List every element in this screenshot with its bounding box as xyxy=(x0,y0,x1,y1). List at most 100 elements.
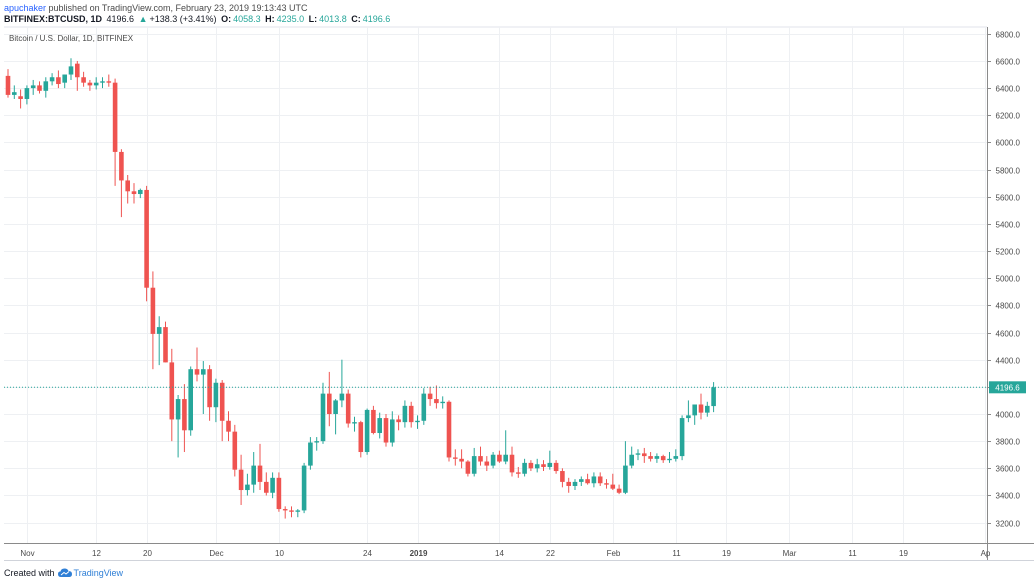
candle xyxy=(503,430,508,465)
candle xyxy=(163,321,168,363)
candle xyxy=(345,389,351,428)
candle-body xyxy=(635,453,641,455)
candle xyxy=(667,452,672,463)
candle xyxy=(270,472,275,499)
candle xyxy=(377,412,382,439)
x-tick-label: 14 xyxy=(495,549,504,558)
candle xyxy=(597,472,603,486)
candle xyxy=(276,472,282,512)
x-tick-label: 19 xyxy=(722,549,731,558)
x-tick-label: Ap xyxy=(981,549,991,558)
candle xyxy=(12,85,17,99)
candle xyxy=(245,473,250,496)
candle-body xyxy=(219,382,225,421)
candle-body xyxy=(333,400,338,414)
candle xyxy=(75,60,80,91)
candle xyxy=(327,371,332,427)
symbol-label[interactable]: BITFINEX:BTCUSD, 1D xyxy=(4,14,103,24)
candle xyxy=(579,476,584,486)
candle-body xyxy=(314,441,319,443)
y-tick-label: 3200.0 xyxy=(996,520,1021,529)
candle xyxy=(264,472,269,496)
candle xyxy=(251,452,256,493)
x-tick-label: Nov xyxy=(20,549,34,558)
candle xyxy=(150,271,156,370)
candle xyxy=(68,58,74,80)
footer: Created with TradingView xyxy=(4,568,123,578)
candle xyxy=(446,400,452,462)
candle xyxy=(434,385,439,409)
candle xyxy=(623,441,628,495)
candle-body xyxy=(182,399,187,431)
chart-title: Bitcoin / U.S. Dollar, 1D, BITFINEX xyxy=(9,34,134,43)
candle-body xyxy=(358,422,364,453)
candle-body xyxy=(623,465,628,493)
candle xyxy=(364,408,370,455)
candle-body xyxy=(415,420,420,423)
candle xyxy=(138,188,143,199)
candle-body xyxy=(446,401,452,458)
candle xyxy=(282,506,288,519)
candle xyxy=(213,378,219,423)
candle-body xyxy=(673,456,679,459)
candle xyxy=(383,414,389,447)
candle-body xyxy=(207,369,212,408)
candle xyxy=(358,420,364,458)
candle-body xyxy=(264,481,269,493)
candle-body xyxy=(352,422,357,424)
candle xyxy=(119,149,124,218)
candle-body xyxy=(642,453,647,457)
candle xyxy=(339,359,345,408)
candle-body xyxy=(597,476,603,484)
x-tick-label: 20 xyxy=(143,549,152,558)
candle xyxy=(308,437,313,470)
candle-body xyxy=(408,405,414,423)
publish-info: apuchaker published on TradingView.com, … xyxy=(4,3,308,13)
candle-body xyxy=(12,92,17,95)
candle xyxy=(648,452,653,462)
candle-body xyxy=(125,180,130,192)
change-value: +138.3 (+3.41%) xyxy=(149,14,217,24)
candle xyxy=(459,449,464,469)
candle xyxy=(679,415,685,461)
candle-body xyxy=(705,405,710,413)
high-label: H: xyxy=(265,14,275,24)
candle xyxy=(616,484,622,495)
candle-body xyxy=(390,419,395,443)
candle xyxy=(402,400,408,428)
candle xyxy=(238,454,244,505)
candle xyxy=(188,366,193,436)
y-tick-label: 5600.0 xyxy=(996,194,1021,203)
candle-body xyxy=(345,393,351,424)
candle-body xyxy=(490,454,496,466)
candle-body xyxy=(106,81,112,83)
candle xyxy=(289,506,294,518)
close-value: 4196.6 xyxy=(362,14,391,24)
y-tick-label: 6200.0 xyxy=(996,112,1021,121)
candle-body xyxy=(327,393,332,414)
candle-body xyxy=(232,431,238,470)
candle xyxy=(390,411,395,447)
y-tick-label: 6800.0 xyxy=(996,31,1021,40)
low-value: 4013.8 xyxy=(319,14,347,24)
candle-body xyxy=(49,77,55,82)
y-tick-label: 5200.0 xyxy=(996,248,1021,257)
candle xyxy=(692,404,697,425)
y-tick-label: 4400.0 xyxy=(996,357,1021,366)
tradingview-logo[interactable]: TradingView xyxy=(57,568,123,578)
x-tick-label: Mar xyxy=(783,549,797,558)
candle xyxy=(572,479,578,491)
candle-body xyxy=(194,369,200,375)
created-with-label: Created with xyxy=(4,568,55,578)
candle xyxy=(635,449,641,461)
candle-body xyxy=(566,481,571,486)
author-link[interactable]: apuchaker xyxy=(4,3,47,13)
candle xyxy=(112,78,118,186)
candle xyxy=(301,462,307,514)
candle-body xyxy=(478,456,483,462)
x-tick-label: 19 xyxy=(899,549,908,558)
chart-header: apuchaker published on TradingView.com, … xyxy=(0,0,1034,26)
candle xyxy=(497,450,502,463)
candle-body xyxy=(383,418,389,443)
